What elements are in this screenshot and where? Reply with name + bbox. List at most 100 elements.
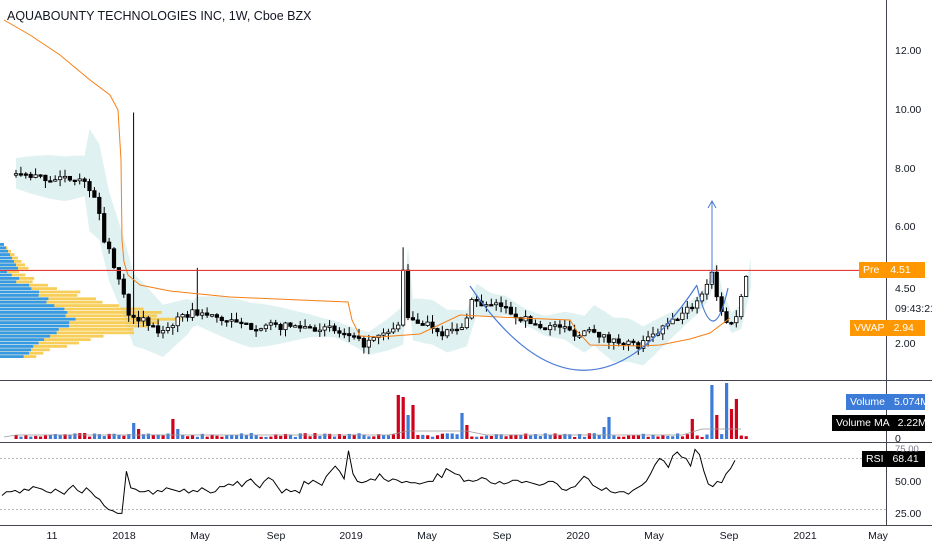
volume-zero-tick: 0 (895, 433, 901, 445)
candle-body (268, 322, 273, 326)
handle-arc (696, 285, 729, 322)
volume-bar (641, 433, 645, 439)
volume-bar (298, 433, 302, 439)
candle-body (185, 314, 190, 318)
volume-bar (391, 434, 395, 439)
volume-bar (244, 435, 248, 439)
volume-bar (313, 433, 317, 439)
volume-bar (19, 436, 23, 439)
candle-body (714, 271, 719, 298)
volume-bar (656, 436, 660, 439)
time-tick: May (417, 530, 437, 542)
candle-body (562, 326, 567, 329)
volume-profile-bar (0, 280, 33, 284)
volume-profile-bar (0, 317, 76, 321)
candle-body (302, 326, 308, 329)
volume-bar (225, 435, 229, 439)
rsi-label: RSI (866, 453, 884, 465)
volume-bar (347, 433, 351, 439)
volume-bar (455, 434, 459, 439)
candle-body (165, 327, 170, 331)
candle-body (175, 316, 180, 327)
volume-bar (676, 433, 680, 439)
volume-bar (499, 434, 503, 439)
volume-profile-bar (0, 351, 30, 355)
volume-bar (88, 436, 92, 439)
candle-body (33, 174, 38, 178)
volume-bar (73, 433, 77, 439)
chart-title: AQUABOUNTY TECHNOLOGIES INC, 1W, Cboe BZ… (7, 9, 312, 23)
candle-body (322, 326, 327, 331)
time-tick: 2019 (339, 530, 363, 542)
volume-profile-bar (0, 307, 144, 311)
rsi-value: 68.41 (892, 453, 919, 465)
candle-body (224, 320, 229, 323)
volume-profile-bar (0, 345, 34, 348)
volume-bar (308, 436, 312, 439)
candle-body (82, 178, 87, 182)
volume-bar (627, 435, 631, 439)
volume-bar (538, 436, 542, 439)
volume-profile-bar (0, 317, 181, 321)
candle-body (513, 313, 518, 318)
vwap-value: 2.94 (893, 322, 914, 334)
price-tick: 4.50 (895, 283, 916, 295)
candle-body (131, 314, 136, 318)
volume-profile-bar (0, 273, 26, 277)
volume-bar (597, 434, 601, 439)
volume-bar (161, 435, 165, 439)
volume-bar (151, 434, 155, 439)
pane-separator-rsi[interactable] (0, 442, 932, 443)
volume-bar (720, 434, 724, 439)
candle-body (538, 324, 543, 329)
volume-bar (239, 433, 244, 439)
candle-body (420, 323, 425, 326)
candle-body (102, 213, 107, 243)
candle-body (18, 173, 24, 176)
volume-profile-bar (0, 324, 70, 328)
price-tick: 10.00 (895, 104, 922, 116)
candle-body (646, 336, 651, 341)
candle-body (200, 312, 205, 316)
volume-bar (705, 434, 709, 439)
volume-bar (43, 435, 48, 439)
volume-profile-bar (0, 321, 70, 324)
volume-bar (230, 434, 234, 439)
volume-bar (190, 435, 195, 439)
volume-bar (421, 434, 425, 439)
candle-body (435, 328, 440, 333)
candle-body (503, 306, 509, 309)
candle-body (484, 304, 489, 307)
volume-profile-bar (0, 283, 30, 287)
candle-body (111, 248, 117, 268)
pane-separator-volume[interactable] (0, 380, 932, 381)
volume-bar (607, 417, 611, 439)
volume-bar (48, 434, 52, 439)
candle-body (371, 337, 376, 341)
candle-body (77, 178, 82, 182)
volume-bar (465, 425, 469, 439)
candle-body (489, 304, 494, 307)
volume-bar (303, 433, 307, 439)
candle-body (121, 278, 126, 295)
candle-body (616, 338, 621, 344)
volume-profile-bar (0, 256, 12, 260)
volume-bar (416, 434, 420, 439)
time-tick: Sep (492, 530, 512, 542)
candle-body (312, 327, 318, 332)
candle-body (552, 324, 558, 327)
volume-bar (342, 435, 346, 439)
volume-bar (700, 436, 704, 439)
time-tick: 11 (46, 530, 58, 542)
volume-bar (328, 433, 332, 439)
candle-body (386, 331, 391, 334)
candle-body (278, 324, 283, 331)
volume-profile-bar (0, 304, 55, 307)
candle-body (474, 299, 479, 302)
candle-body (410, 317, 416, 321)
volume-bar (739, 435, 743, 439)
volume-profile-bar (0, 334, 104, 338)
candle-body (244, 322, 249, 325)
